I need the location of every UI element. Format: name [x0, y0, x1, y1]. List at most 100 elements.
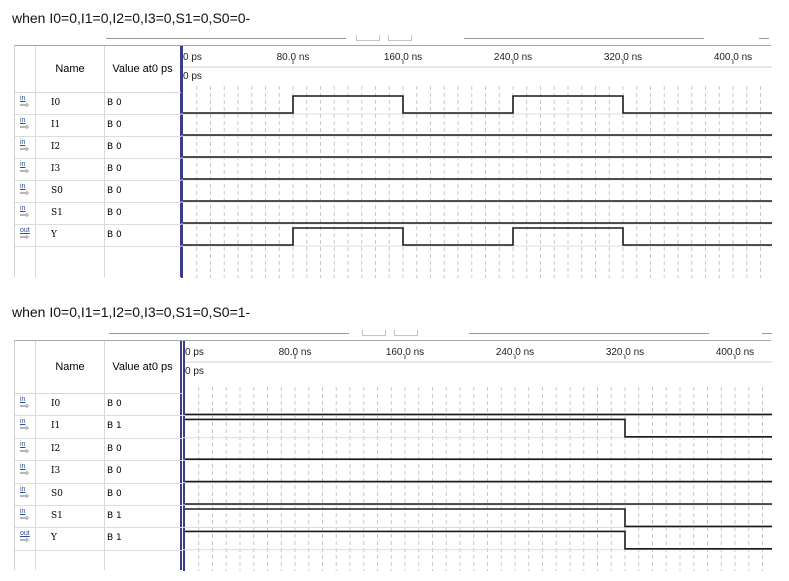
toolbar-button[interactable]: [356, 35, 380, 41]
signal-value: B 0: [107, 98, 122, 108]
time-tick-label: 0 ps: [183, 52, 202, 63]
signal-name: I3: [51, 164, 61, 174]
signal-name: I2: [51, 142, 61, 152]
signal-row-s0[interactable]: in S0 B 0: [15, 483, 183, 506]
table-header: [15, 341, 183, 394]
pin-direction-label: out: [20, 530, 30, 538]
panel-2-title: when I0=0,I1=1,I2=0,I3=0,S1=0,S0=1-: [12, 304, 251, 320]
signal-value: B 0: [107, 230, 122, 240]
value-header-line1: Value at: [112, 361, 152, 373]
signal-row-s1[interactable]: in S1 B 0: [15, 202, 181, 225]
output-pin-icon: out: [18, 227, 34, 241]
time-tick-label: 400.0 ns: [714, 52, 752, 63]
waveform-panel-2[interactable]: Name Value at 0 ps in I0 B 0 in I1 B 1 in I2 B 0 in I…: [14, 330, 772, 571]
signal-value: B 0: [107, 443, 122, 454]
input-pin-icon: in: [18, 183, 34, 197]
signal-value: B 0: [107, 120, 122, 130]
pin-direction-label: in: [20, 485, 26, 493]
signal-value: B 1: [107, 421, 122, 432]
table-header: [15, 46, 181, 93]
signal-grid: Name Value at 0 ps in I0 B 0 in I1 B 0 in I2 B 0 in I…: [14, 45, 772, 278]
signal-row-i1[interactable]: in I1 B 0: [15, 114, 181, 137]
icon-column: [15, 341, 36, 570]
cursor-time-label: 0 ps: [185, 366, 204, 377]
time-tick-label: 320.0 ns: [606, 347, 644, 358]
signal-value: B 1: [107, 511, 122, 521]
toolbar-divider: [464, 38, 704, 39]
signal-name: I1: [51, 421, 61, 432]
pin-direction-label: in: [20, 463, 26, 471]
name-header[interactable]: Name: [55, 63, 85, 75]
signal-row-i2[interactable]: in I2 B 0: [15, 136, 181, 159]
pin-direction-label: in: [20, 396, 26, 403]
arrow-icon: [20, 125, 30, 129]
toolbar-divider: [109, 333, 349, 334]
input-pin-icon: in: [18, 139, 34, 153]
signal-name: I1: [51, 120, 61, 130]
time-tick-label: 0 ps: [185, 347, 204, 358]
signal-value: B 0: [107, 466, 122, 477]
signal-name: I0: [51, 98, 61, 108]
time-tick-label: 160.0 ns: [384, 52, 422, 63]
waveform-i1: [185, 418, 772, 438]
name-header[interactable]: Name: [55, 361, 85, 373]
signal-row-i1[interactable]: in I1 B 1: [15, 415, 183, 439]
toolbar-button[interactable]: [394, 330, 418, 336]
signal-row-i0[interactable]: in I0 B 0: [15, 393, 183, 417]
signal-value: B 0: [107, 142, 122, 152]
waveform-i0: [183, 95, 772, 114]
input-pin-icon: in: [18, 161, 34, 175]
output-pin-icon: out: [18, 530, 34, 544]
arrow-icon: [20, 516, 30, 520]
waveform-canvas[interactable]: 0 ps 80.0 ns 160.0 ns 240.0 ns 320.0 ns 400.0…: [181, 46, 772, 278]
waveform-panel-1[interactable]: Name Value at 0 ps in I0 B 0 in I1 B 0 in I2 B 0 in I…: [14, 35, 772, 278]
signal-name: S0: [51, 186, 63, 196]
waveform-canvas[interactable]: 0 ps 80.0 ns 160.0 ns 240.0 ns 320.0 ns 400.0…: [183, 341, 772, 571]
value-header[interactable]: Value at 0 ps: [105, 341, 180, 393]
signal-row-i0[interactable]: in I0 B 0: [15, 92, 181, 115]
arrow-icon: [20, 147, 30, 151]
cursor-time-label: 0 ps: [183, 71, 202, 82]
toolbar-strip: [14, 330, 772, 340]
signal-name: Y: [51, 230, 57, 240]
pin-direction-label: out: [20, 227, 30, 234]
signal-row-y[interactable]: out Y B 1: [15, 527, 183, 551]
signal-row-s1[interactable]: in S1 B 1: [15, 505, 183, 529]
pin-direction-label: in: [20, 139, 26, 146]
signal-name: I3: [51, 466, 61, 477]
input-pin-icon: in: [18, 396, 34, 410]
signal-row-y[interactable]: out Y B 0: [15, 224, 181, 247]
signal-name: Y: [51, 533, 57, 544]
input-pin-icon: in: [18, 418, 34, 432]
input-pin-icon: in: [18, 485, 34, 500]
waveform-y: [185, 530, 772, 550]
value-header[interactable]: Value at 0 ps: [105, 46, 180, 92]
pin-direction-label: in: [20, 205, 26, 212]
value-column: [105, 341, 182, 570]
toolbar-divider: [469, 333, 709, 334]
signal-grid: Name Value at 0 ps in I0 B 0 in I1 B 1 in I2 B 0 in I…: [14, 340, 772, 571]
signal-row-i3[interactable]: in I3 B 0: [15, 158, 181, 181]
arrow-icon: [20, 471, 30, 476]
arrow-icon: [20, 235, 30, 239]
pin-direction-label: in: [20, 418, 26, 426]
value-header-line1: Value at: [112, 63, 152, 75]
pin-direction-label: in: [20, 161, 26, 168]
time-tick-label: 400.0 ns: [716, 347, 754, 358]
time-tick-label: 80.0 ns: [277, 52, 310, 63]
pin-direction-label: in: [20, 95, 26, 102]
input-pin-icon: in: [18, 205, 34, 219]
signal-name: I2: [51, 443, 61, 454]
toolbar-button[interactable]: [388, 35, 412, 41]
arrow-icon: [20, 169, 30, 173]
panel-1-title: when I0=0,I1=0,I2=0,I3=0,S1=0,S0=0-: [12, 10, 251, 26]
signal-name: S1: [51, 208, 63, 218]
toolbar-button[interactable]: [362, 330, 386, 336]
input-pin-icon: in: [18, 441, 34, 455]
input-pin-icon: in: [18, 95, 34, 109]
signal-row-i2[interactable]: in I2 B 0: [15, 438, 183, 462]
input-pin-icon: in: [18, 463, 34, 477]
signal-row-s0[interactable]: in S0 B 0: [15, 180, 181, 203]
signal-row-i3[interactable]: in I3 B 0: [15, 460, 183, 484]
name-column: [36, 46, 105, 277]
